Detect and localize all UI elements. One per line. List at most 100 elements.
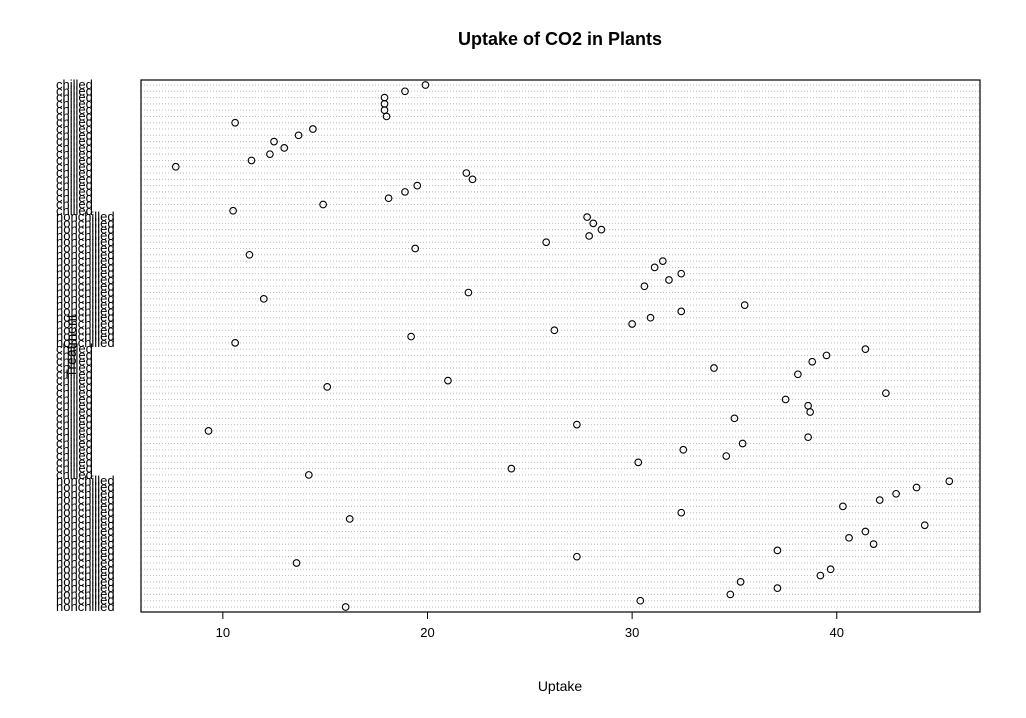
row-label: chilled	[56, 96, 93, 111]
x-tick-label: 20	[420, 625, 434, 640]
row-label: nonchilled	[56, 505, 115, 520]
row-label: chilled	[56, 423, 93, 438]
x-axis-label: Uptake	[538, 678, 583, 694]
y-axis-label: Treatment	[63, 314, 79, 377]
data-point	[583, 213, 591, 221]
data-point	[401, 188, 409, 196]
data-point	[781, 395, 790, 404]
row-label: chilled	[56, 102, 93, 117]
chart-title: Uptake of CO2 in Plants	[458, 29, 662, 49]
row-label: nonchilled	[56, 266, 115, 281]
data-point	[245, 250, 254, 259]
row-label: chilled	[56, 454, 93, 469]
data-point	[773, 584, 782, 592]
x-tick-label: 40	[830, 625, 844, 640]
row-label: chilled	[56, 152, 93, 167]
row-label: chilled	[56, 391, 93, 406]
data-point	[658, 257, 667, 265]
row-label: chilled	[56, 366, 93, 381]
row-label: chilled	[56, 178, 93, 193]
data-point	[822, 351, 831, 360]
data-point	[247, 156, 256, 165]
row-label: nonchilled	[56, 259, 115, 274]
row-label: nonchilled	[56, 511, 115, 526]
data-point	[740, 301, 749, 309]
row-label: nonchilled	[56, 272, 115, 287]
row-label: nonchilled	[56, 310, 115, 325]
data-point	[677, 269, 686, 278]
row-label: chilled	[56, 442, 93, 457]
data-point	[550, 326, 559, 335]
data-point	[882, 389, 890, 398]
data-point	[677, 508, 686, 517]
data-point	[845, 533, 853, 542]
data-point	[794, 370, 802, 379]
row-label: nonchilled	[56, 530, 115, 545]
row-label: chilled	[56, 354, 93, 369]
data-point	[294, 131, 303, 140]
data-point	[738, 439, 747, 448]
row-label: nonchilled	[56, 524, 115, 539]
data-point	[773, 546, 782, 555]
row-label: nonchilled	[56, 247, 115, 262]
data-point	[341, 603, 350, 611]
data-point	[679, 445, 688, 454]
row-label: chilled	[56, 90, 93, 105]
row-label: chilled	[56, 347, 93, 362]
data-point	[266, 150, 274, 159]
data-point	[573, 552, 581, 561]
row-label: nonchilled	[56, 542, 115, 557]
row-label: chilled	[56, 373, 93, 388]
data-point	[808, 357, 817, 366]
data-point	[229, 206, 237, 215]
row-label: nonchilled	[56, 297, 115, 312]
row-label: chilled	[56, 159, 93, 174]
data-point	[401, 87, 409, 96]
row-label: nonchilled	[56, 517, 115, 532]
data-point	[589, 219, 598, 228]
row-label: nonchilled	[56, 278, 115, 293]
row-label: nonchilled	[56, 303, 115, 318]
data-point	[444, 376, 452, 385]
row-label: chilled	[56, 77, 93, 92]
data-point	[468, 175, 477, 184]
row-label: chilled	[56, 379, 93, 394]
data-point	[462, 169, 471, 177]
row-label: chilled	[56, 127, 93, 142]
row-label: chilled	[56, 448, 93, 463]
row-label: chilled	[56, 435, 93, 450]
data-point	[826, 565, 835, 574]
data-point	[730, 414, 739, 423]
data-point	[319, 200, 327, 209]
row-label: nonchilled	[56, 486, 115, 501]
row-label: nonchilled	[56, 480, 115, 495]
row-label: chilled	[56, 108, 93, 123]
data-point	[804, 433, 812, 442]
row-label: chilled	[56, 385, 93, 400]
row-label: chilled	[56, 429, 93, 444]
x-axis: 10 20 30 40	[216, 612, 844, 640]
row-label: nonchilled	[56, 228, 115, 243]
data-points	[171, 81, 954, 611]
data-point	[665, 276, 673, 284]
data-point	[839, 502, 847, 511]
row-label: chilled	[56, 398, 93, 413]
data-point	[542, 238, 551, 247]
row-label: nonchilled	[56, 215, 115, 230]
row-label: nonchilled	[56, 593, 115, 608]
row-label: nonchilled	[56, 599, 115, 614]
grid-lines	[141, 84, 980, 608]
data-point	[382, 112, 391, 121]
row-label: nonchilled	[56, 561, 115, 576]
row-label: chilled	[56, 171, 93, 186]
data-point	[292, 559, 301, 567]
row-label: chilled	[56, 190, 93, 205]
data-point	[861, 527, 870, 536]
data-point	[628, 320, 636, 328]
row-label: nonchilled	[56, 536, 115, 551]
data-point	[421, 81, 430, 89]
data-point	[736, 577, 745, 586]
data-point	[677, 307, 686, 316]
data-point	[634, 458, 643, 467]
data-point	[722, 452, 731, 460]
